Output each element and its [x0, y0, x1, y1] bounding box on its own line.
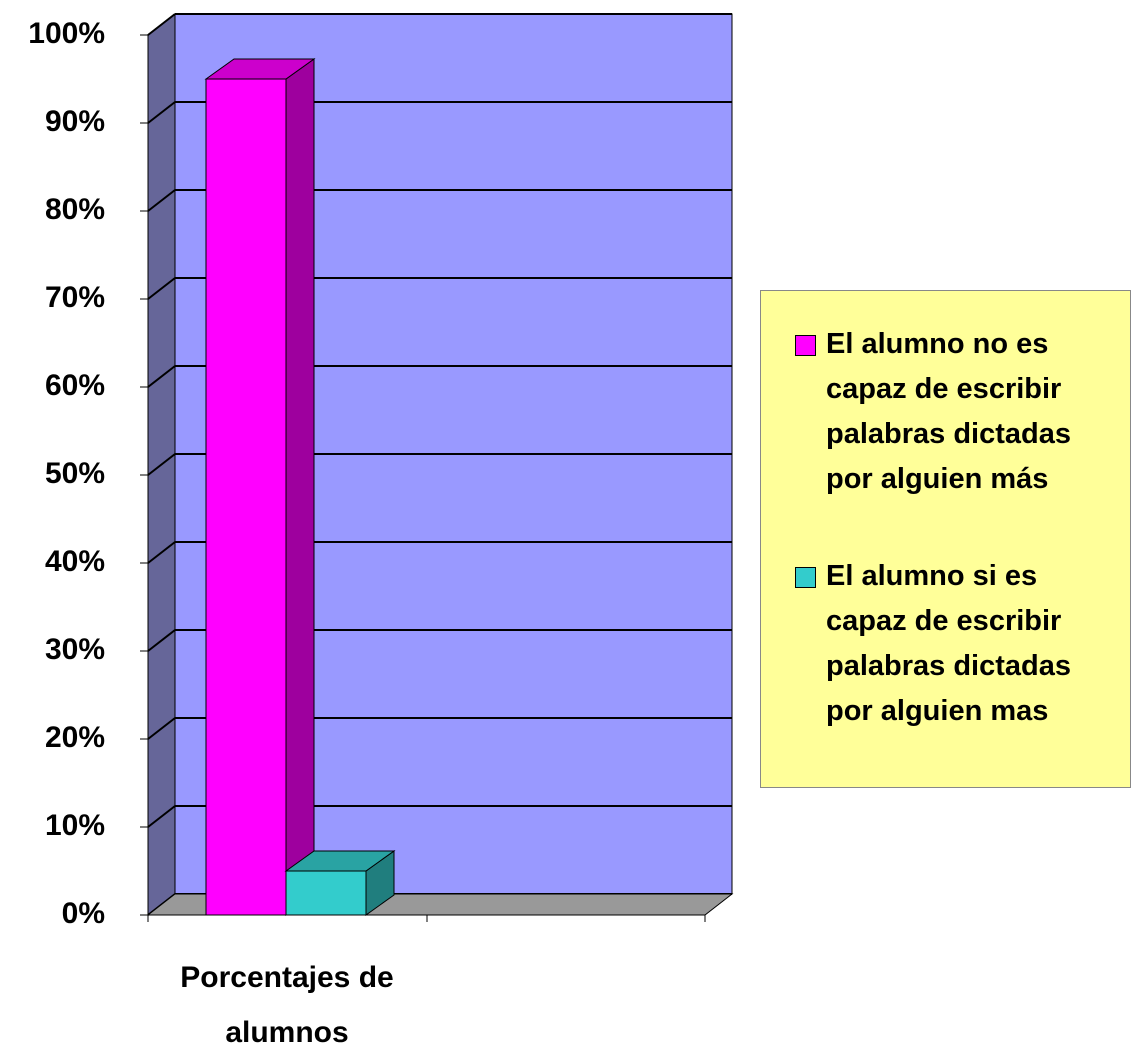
y-tick-label: 20%: [45, 721, 105, 754]
legend-label: El alumno no es capaz de escribir palabr…: [826, 328, 1071, 495]
y-tick-label: 0%: [62, 897, 105, 930]
y-tick-label: 70%: [45, 281, 105, 314]
legend-swatch: [795, 335, 816, 356]
grid-line: [147, 189, 176, 212]
y-tick-label: 80%: [45, 193, 105, 226]
y-tick-label: 40%: [45, 545, 105, 578]
y-tick-label: 60%: [45, 369, 105, 402]
grid-line: [147, 717, 176, 740]
grid-line: [147, 101, 176, 124]
y-tick-label: 10%: [45, 809, 105, 842]
bar-side: [285, 58, 315, 916]
grid-line: [147, 629, 176, 652]
grid-line: [147, 453, 176, 476]
x-category-label: Porcentajes de alumnos: [180, 961, 394, 1049]
y-tick-label: 50%: [45, 457, 105, 490]
bar: [285, 870, 367, 916]
grid-line: [147, 541, 176, 564]
grid-line: [147, 805, 176, 828]
y-tick-label: 30%: [45, 633, 105, 666]
legend-swatch: [795, 567, 816, 588]
grid-line: [147, 277, 176, 300]
legend-label: El alumno si es capaz de escribir palabr…: [826, 560, 1071, 727]
legend: El alumno no es capaz de escribir palabr…: [760, 290, 1131, 788]
legend-entry: El alumno si es capaz de escribir palabr…: [795, 554, 1095, 734]
y-tick-label: 90%: [45, 105, 105, 138]
bar: [205, 78, 287, 916]
grid-line: [147, 365, 176, 388]
grid-line: [147, 13, 176, 36]
legend-entry: El alumno no es capaz de escribir palabr…: [795, 322, 1095, 502]
y-tick-label: 100%: [28, 17, 105, 50]
